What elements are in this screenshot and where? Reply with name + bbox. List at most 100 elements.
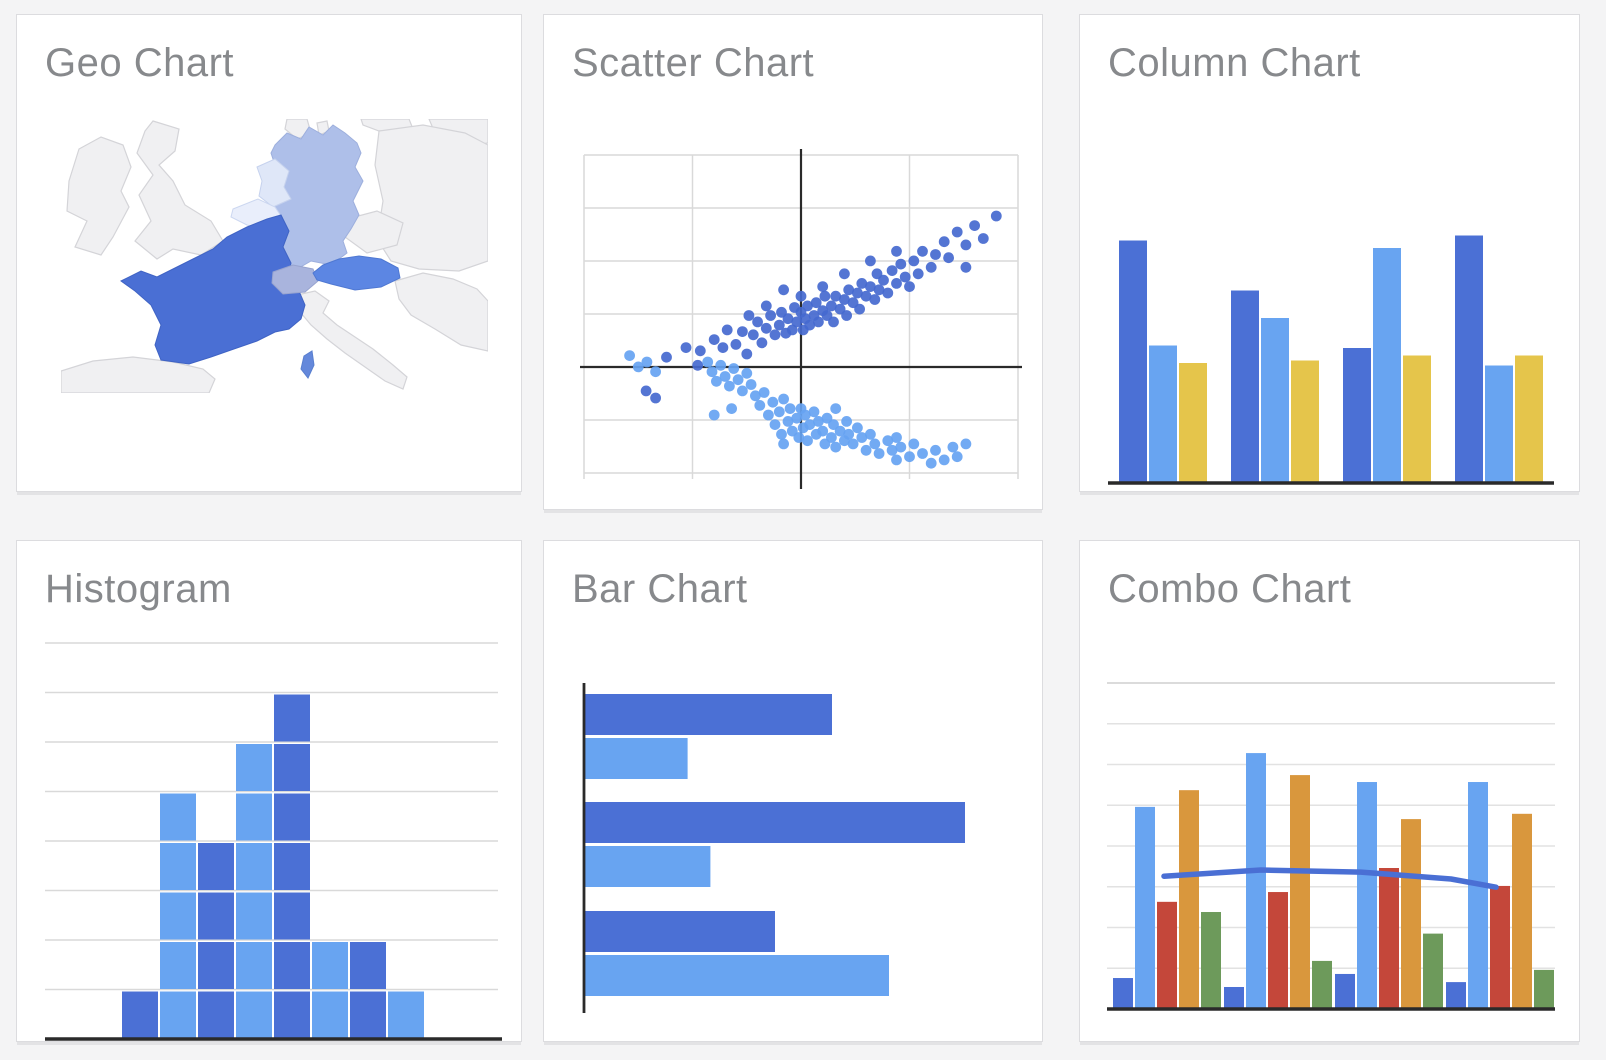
scatter-point-series-2	[847, 438, 859, 450]
scatter-point-series-1	[990, 210, 1002, 222]
scatter-point-series-2	[737, 385, 748, 397]
histogram-block	[198, 843, 234, 890]
column-bar-series-3	[1515, 355, 1543, 483]
histogram-block	[350, 942, 386, 989]
scatter-point-series-1	[717, 342, 729, 353]
combo-bar-series-2	[1135, 806, 1155, 1009]
histogram-block	[236, 892, 272, 940]
scatter-point-series-2	[641, 356, 653, 368]
combo-bar-series-3	[1268, 892, 1288, 1009]
scatter-point-series-2	[769, 419, 781, 430]
scatter-point-series-1	[773, 319, 785, 331]
card-bar-chart[interactable]: Bar Chart	[543, 540, 1043, 1042]
scatter-point-series-2	[804, 419, 816, 430]
scatter-point-series-2	[891, 432, 902, 443]
scatter-point-series-1	[912, 268, 924, 280]
scatter-point-series-2	[830, 441, 842, 453]
histogram-block	[236, 744, 272, 791]
scatter-point-series-1	[650, 392, 661, 404]
scatter-point-series-1	[882, 287, 894, 299]
histogram-block	[198, 942, 234, 989]
histogram-block	[274, 991, 310, 1039]
scatter-point-series-1	[802, 300, 813, 312]
scatter-point-series-1	[852, 287, 863, 299]
scatter-point-series-1	[680, 342, 692, 353]
histogram-block	[160, 942, 196, 989]
combo-bar-series-1	[1335, 973, 1355, 1009]
scatter-point-series-1	[839, 268, 850, 280]
scatter-point-series-1	[951, 226, 963, 238]
combo-trend-line	[1161, 867, 1499, 890]
scatter-point-series-1	[904, 281, 915, 292]
column-chart-plot	[1108, 235, 1554, 485]
column-bar-series-3	[1291, 360, 1319, 483]
scatter-point-series-1	[917, 245, 928, 257]
scatter-point-series-2	[925, 457, 937, 469]
scatter-point-series-2	[702, 356, 714, 368]
scatter-point-series-1	[692, 359, 704, 371]
card-combo-chart[interactable]: Combo Chart	[1079, 540, 1580, 1042]
card-title-scatter: Scatter Chart	[572, 41, 815, 85]
scatter-point-series-2	[745, 379, 757, 390]
scatter-point-series-2	[834, 425, 846, 437]
column-bar-series-2	[1149, 345, 1177, 483]
scatter-point-series-2	[930, 444, 941, 456]
histogram-block	[312, 991, 348, 1039]
card-column-chart[interactable]: Column Chart	[1079, 14, 1580, 492]
bar-bar-series-1	[585, 802, 965, 843]
histogram-block	[236, 793, 272, 841]
histogram-block	[350, 991, 386, 1039]
scatter-point-series-2	[624, 350, 635, 361]
scatter-point-series-1	[752, 316, 763, 328]
scatter-point-series-2	[782, 416, 794, 427]
scatter-point-series-1	[817, 281, 829, 292]
scatter-point-series-1	[977, 233, 989, 244]
combo-bar-series-4	[1179, 790, 1199, 1009]
scatter-point-series-2	[860, 444, 872, 456]
scatter-point-series-2	[776, 428, 787, 440]
card-geo-chart[interactable]: Geo Chart	[16, 14, 522, 492]
scatter-point-series-1	[869, 294, 881, 305]
scatter-point-series-1	[854, 303, 865, 315]
card-scatter-chart[interactable]: Scatter Chart	[543, 14, 1043, 510]
histogram-block	[236, 991, 272, 1039]
scatter-point-series-2	[726, 403, 737, 414]
column-bar-series-1	[1343, 348, 1371, 483]
scatter-point-series-1	[891, 278, 902, 289]
scatter-point-series-2	[711, 375, 722, 387]
scatter-point-series-1	[865, 255, 876, 267]
combo-bar-series-2	[1468, 782, 1488, 1009]
histogram-block	[312, 942, 348, 989]
scatter-point-series-2	[908, 438, 920, 450]
scatter-point-series-1	[841, 310, 852, 321]
card-histogram-chart[interactable]: Histogram	[16, 540, 522, 1042]
scatter-point-series-2	[750, 390, 761, 402]
scatter-point-series-2	[778, 438, 789, 450]
scatter-point-series-2	[856, 432, 868, 443]
scatter-point-series-1	[721, 324, 733, 336]
histogram-block	[160, 991, 196, 1039]
map-country-italy	[292, 290, 408, 390]
scatter-point-series-1	[741, 348, 753, 360]
card-title-column: Column Chart	[1108, 41, 1361, 85]
scatter-point-series-1	[708, 334, 720, 345]
column-bar-series-3	[1179, 363, 1207, 483]
scatter-point-series-2	[758, 387, 770, 398]
scatter-point-series-2	[947, 441, 959, 453]
scatter-point-series-1	[960, 261, 972, 273]
scatter-point-series-2	[891, 454, 902, 466]
scatter-point-series-2	[873, 448, 885, 459]
scatter-point-series-1	[778, 284, 789, 296]
scatter-point-series-1	[819, 290, 831, 302]
scatter-point-series-1	[930, 249, 941, 260]
map-country-great-britain	[134, 120, 224, 260]
scatter-point-series-2	[754, 400, 766, 411]
map-country-poland	[374, 124, 488, 272]
scatter-point-series-2	[808, 406, 820, 418]
histogram-block	[198, 991, 234, 1039]
scatter-point-series-2	[767, 396, 779, 408]
combo-bar-series-4	[1512, 813, 1532, 1009]
scatter-point-series-1	[856, 278, 868, 289]
bar-bar-series-2	[585, 955, 889, 996]
scatter-point-series-1	[804, 319, 816, 331]
